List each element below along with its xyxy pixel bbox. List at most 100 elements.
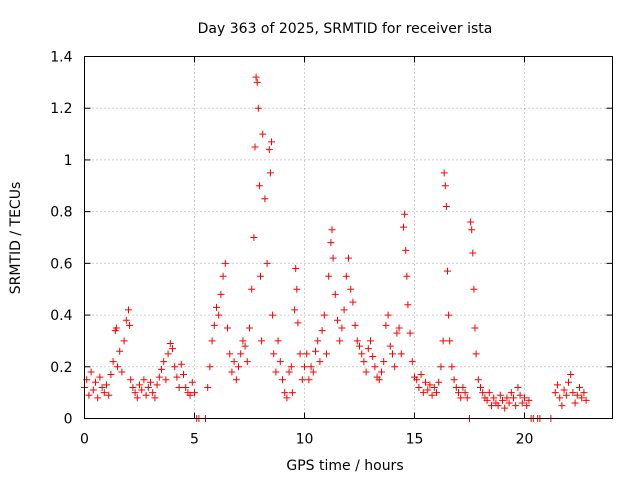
data-point — [89, 386, 97, 394]
data-point — [358, 350, 366, 358]
x-tick-label: 0 — [80, 432, 89, 448]
data-point — [257, 272, 264, 280]
data-point — [309, 368, 317, 376]
data-point — [133, 394, 141, 402]
data-point — [127, 376, 135, 384]
data-point — [336, 337, 344, 345]
data-point — [391, 363, 399, 371]
data-point — [131, 389, 139, 397]
data-point — [126, 321, 134, 329]
data-point — [180, 371, 187, 379]
data-point — [312, 347, 319, 355]
data-point — [274, 337, 282, 345]
data-point — [276, 358, 284, 366]
data-point — [226, 350, 234, 358]
data-point — [144, 383, 152, 391]
data-point — [384, 311, 392, 319]
data-point — [307, 363, 315, 371]
data-point — [580, 389, 588, 397]
data-point — [253, 78, 261, 86]
data-point — [360, 358, 368, 366]
data-point — [263, 259, 271, 267]
data-point — [471, 324, 479, 332]
data-point — [371, 363, 379, 371]
data-point — [153, 381, 161, 389]
data-point — [505, 399, 513, 407]
data-point — [105, 391, 113, 399]
data-point — [206, 363, 214, 371]
data-point — [298, 376, 306, 384]
data-point — [444, 267, 451, 275]
data-point — [514, 383, 522, 391]
data-point — [259, 130, 267, 138]
data-point — [107, 371, 115, 379]
data-point — [437, 363, 445, 371]
data-point — [375, 376, 383, 384]
data-point — [270, 350, 278, 358]
data-point — [558, 402, 566, 410]
y-tick-label: 1.4 — [50, 50, 72, 66]
data-point — [162, 376, 170, 384]
data-point — [228, 368, 236, 376]
data-point — [268, 138, 275, 146]
data-point — [294, 319, 302, 327]
data-point — [94, 394, 102, 402]
y-tick-label: 0 — [64, 412, 73, 428]
data-point — [98, 383, 106, 391]
data-point — [369, 352, 377, 360]
data-point — [215, 311, 223, 319]
y-tick-label: 0.4 — [50, 308, 72, 324]
data-point — [469, 249, 477, 257]
data-point — [250, 234, 258, 241]
data-point — [129, 383, 137, 391]
data-point — [230, 358, 238, 366]
data-point — [516, 391, 524, 399]
data-point — [305, 376, 313, 384]
data-point — [518, 399, 526, 407]
data-point — [521, 394, 528, 402]
data-point — [578, 394, 586, 402]
data-point — [573, 391, 581, 399]
y-tick-label: 0.6 — [50, 256, 72, 272]
y-tick-labels: 0 0.2 0.4 0.6 0.8 1 1.2 1.4 — [50, 50, 72, 428]
data-point — [175, 383, 183, 391]
data-point — [103, 381, 110, 389]
data-point — [494, 402, 502, 410]
data-point — [400, 223, 407, 231]
data-point — [314, 337, 322, 345]
data-point — [219, 272, 227, 280]
data-point — [463, 394, 471, 402]
data-point — [296, 350, 304, 358]
data-point — [232, 376, 240, 384]
data-point — [334, 316, 341, 324]
data-point — [166, 340, 174, 348]
x-tick-labels: 0 5 10 15 20 — [80, 432, 533, 448]
data-point — [435, 378, 443, 386]
data-point — [327, 239, 335, 247]
data-point — [120, 337, 128, 345]
data-point — [287, 363, 295, 371]
data-point — [467, 218, 475, 226]
data-point — [576, 383, 583, 391]
data-point — [241, 342, 249, 350]
data-point — [401, 210, 409, 218]
data-point — [488, 402, 495, 410]
data-point — [470, 285, 478, 293]
data-point — [246, 324, 253, 332]
x-axis-label: GPS time / hours — [286, 458, 403, 474]
x-tick-label: 15 — [406, 432, 424, 448]
data-point — [485, 389, 493, 397]
data-point — [446, 337, 454, 345]
data-point — [217, 290, 225, 298]
data-point — [213, 303, 220, 311]
grid-lines — [84, 56, 613, 419]
data-point — [490, 394, 498, 402]
data-point — [415, 383, 423, 391]
x-tick-label: 20 — [516, 432, 534, 448]
data-point — [125, 306, 132, 314]
data-point — [138, 386, 146, 394]
data-point — [340, 306, 348, 314]
data-point — [342, 272, 350, 280]
x-tick-label: 5 — [190, 432, 199, 448]
